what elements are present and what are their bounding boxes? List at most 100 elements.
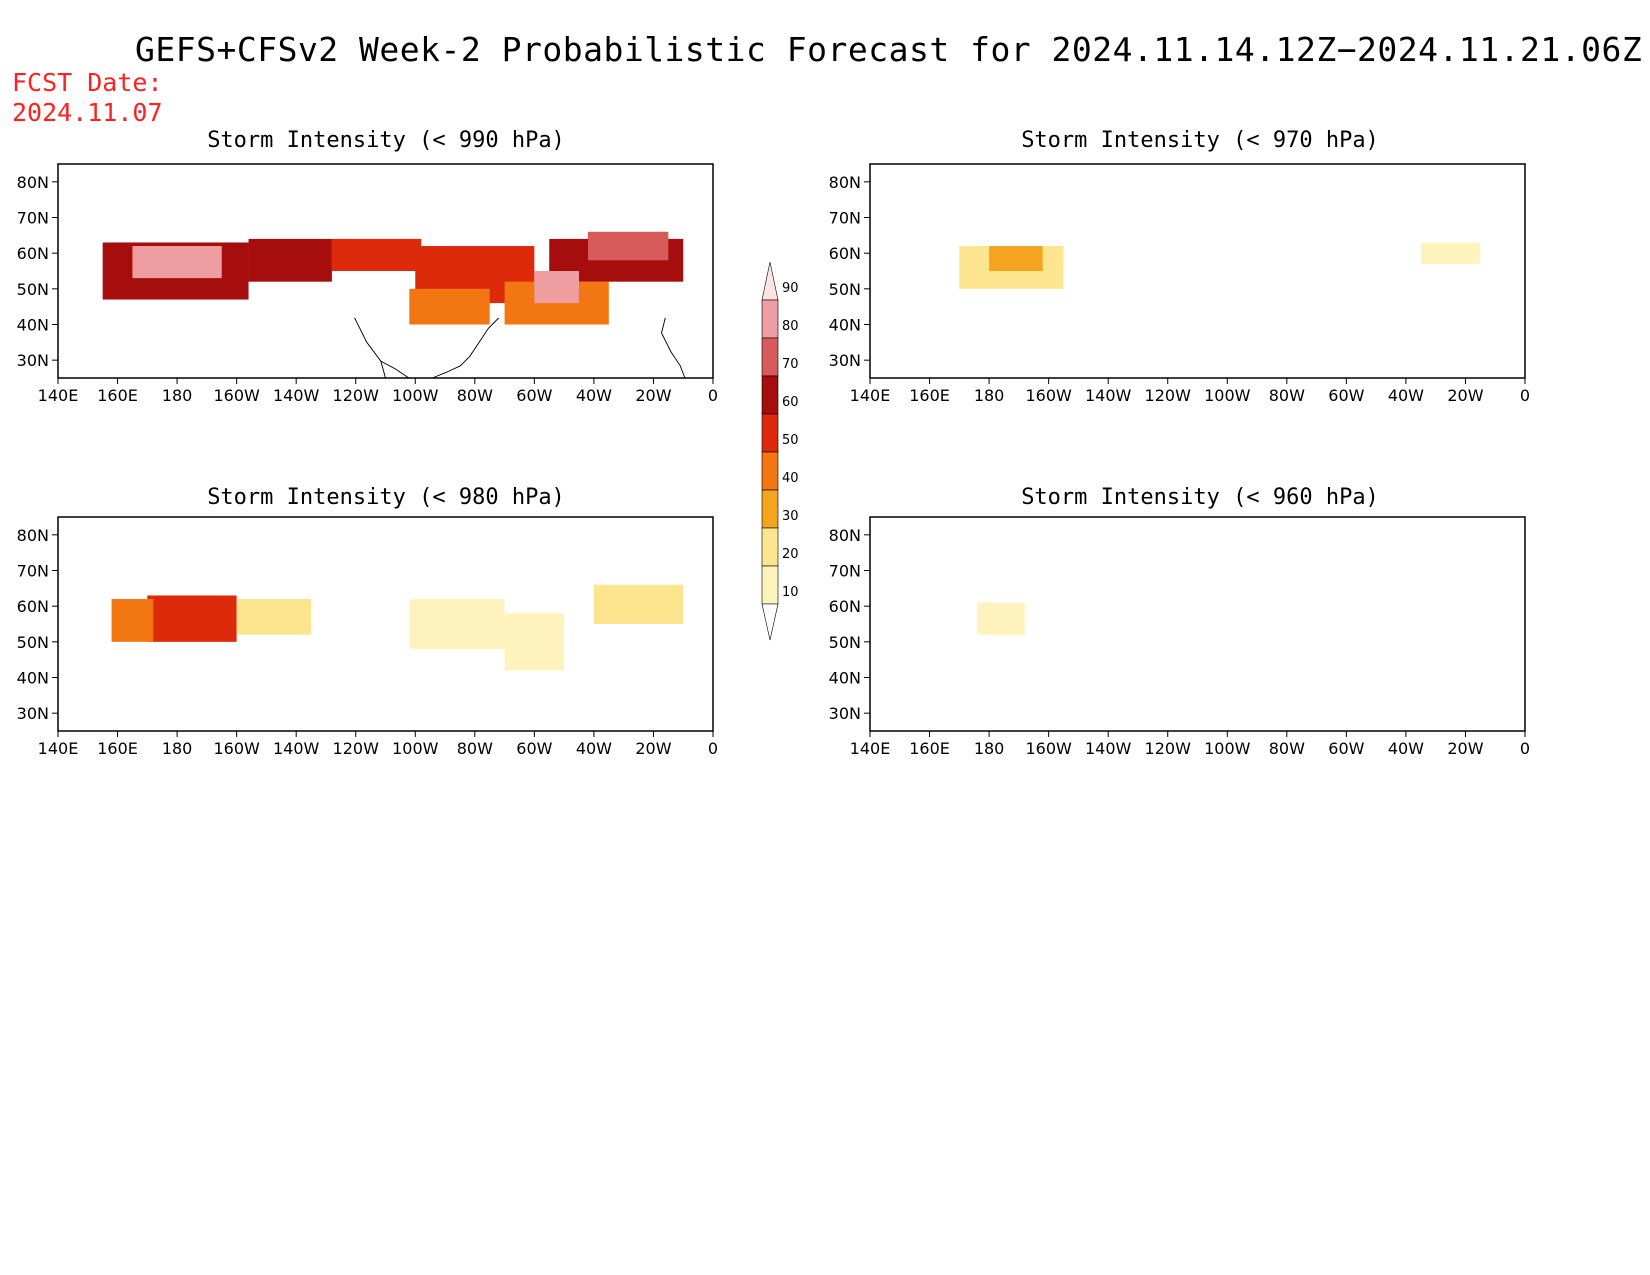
- x-tick-label: 0: [1520, 739, 1530, 758]
- x-tick-label: 120W: [333, 739, 380, 758]
- x-tick-label: 0: [708, 739, 718, 758]
- probability-field: [959, 242, 1481, 289]
- x-tick-label: 120W: [333, 386, 380, 405]
- x-tick-label: 160E: [97, 386, 138, 405]
- probability-cell: [587, 231, 669, 261]
- y-tick-label: 80N: [17, 173, 49, 192]
- probability-cell: [549, 238, 684, 282]
- y-tick-label: 50N: [829, 280, 861, 299]
- probability-cell: [132, 246, 222, 279]
- map-frame: [869, 163, 1526, 379]
- y-tick-label: 50N: [17, 280, 49, 299]
- fcst-date-label: FCST Date:: [12, 68, 163, 97]
- colorbar-segment: [761, 489, 779, 529]
- probability-cell: [593, 584, 684, 624]
- probability-cell: [534, 271, 580, 304]
- x-tick-label: 40W: [576, 739, 612, 758]
- x-tick-label: 180: [974, 386, 1005, 405]
- x-tick-label: 160W: [1025, 739, 1072, 758]
- probability-cell: [111, 599, 154, 642]
- probability-cell: [331, 238, 422, 271]
- coastline: [112, 317, 693, 379]
- x-tick-label: 160W: [213, 739, 260, 758]
- colorbar-label: 30: [782, 509, 799, 524]
- x-tick-label: 160E: [97, 739, 138, 758]
- y-tick-label: 80N: [829, 173, 861, 192]
- y-tick-label: 60N: [829, 597, 861, 616]
- y-tick-label: 30N: [17, 351, 49, 370]
- map-frame: [57, 516, 714, 732]
- map-frame: [57, 163, 714, 379]
- probability-cell: [409, 599, 505, 649]
- y-tick-label: 30N: [17, 704, 49, 723]
- y-tick-label: 70N: [829, 209, 861, 228]
- x-tick-label: 100W: [392, 386, 439, 405]
- x-tick-label: 140E: [38, 386, 79, 405]
- y-tick-label: 40N: [829, 316, 861, 335]
- y-tick-label: 40N: [17, 669, 49, 688]
- x-tick-label: 60W: [1328, 386, 1364, 405]
- colorbar-segment: [761, 413, 779, 453]
- probability-cell: [504, 281, 609, 325]
- x-tick-label: 140W: [273, 386, 320, 405]
- x-tick-label: 140W: [273, 739, 320, 758]
- y-tick-label: 30N: [829, 351, 861, 370]
- colorbar: 10 20 30 40 50 60 70 80 90: [761, 261, 799, 641]
- map-panel-970: 140E 160E 180 160W 140W 120W 100W 80W 60W 40W 20W 0…: [829, 163, 1530, 405]
- x-tick-label: 0: [1520, 386, 1530, 405]
- x-tick-label: 40W: [1388, 739, 1424, 758]
- x-tick-label: 160E: [909, 739, 950, 758]
- probability-cell: [409, 288, 490, 325]
- x-tick-label: 160E: [909, 386, 950, 405]
- y-tick-label: 80N: [17, 526, 49, 545]
- map-panel-960: 140E 160E 180 160W 140W 120W 100W 80W 60W 40W 20W 0…: [829, 516, 1530, 758]
- x-tick-label: 20W: [635, 386, 671, 405]
- colorbar-segment: [761, 299, 779, 339]
- colorbar-label: 70: [782, 357, 799, 372]
- fcst-date-block: FCST Date: 2024.11.07: [12, 68, 163, 128]
- map-frame: [869, 516, 1526, 732]
- probability-cell: [977, 602, 1025, 635]
- y-tick-label: 70N: [17, 562, 49, 581]
- map-panel-980: 140E 160E 180 160W 140W 120W 100W 80W 60W 40W 20W 0…: [17, 516, 718, 758]
- x-tick-label: 60W: [1328, 739, 1364, 758]
- x-tick-label: 120W: [1145, 739, 1192, 758]
- x-tick-label: 140E: [850, 386, 891, 405]
- x-tick-label: 80W: [1269, 386, 1305, 405]
- y-tick-label: 70N: [17, 209, 49, 228]
- x-tick-label: 180: [162, 739, 193, 758]
- x-tick-label: 180: [974, 739, 1005, 758]
- x-tick-label: 160W: [1025, 386, 1072, 405]
- y-tick-label: 60N: [17, 597, 49, 616]
- x-tick-label: 40W: [1388, 386, 1424, 405]
- colorbar-label: 90: [782, 281, 799, 296]
- colorbar-label: 20: [782, 547, 799, 562]
- probability-field: [977, 602, 1025, 635]
- main-title: GEFS+CFSv2 Week-2 Probabilistic Forecast…: [135, 30, 1643, 69]
- x-tick-label: 80W: [457, 739, 493, 758]
- panel-title-990: Storm Intensity (< 990 hPa): [207, 128, 565, 153]
- colorbar-label: 40: [782, 471, 799, 486]
- colorbar-label: 50: [782, 433, 799, 448]
- colorbar-label: 10: [782, 585, 799, 600]
- colorbar-label: 60: [782, 395, 799, 410]
- x-tick-label: 60W: [516, 386, 552, 405]
- probability-cell: [102, 242, 249, 300]
- colorbar-segment: [761, 565, 779, 605]
- y-tick-label: 30N: [829, 704, 861, 723]
- y-tick-label: 50N: [829, 633, 861, 652]
- x-tick-label: 140W: [1085, 386, 1132, 405]
- probability-field: [102, 231, 684, 325]
- colorbar-segment: [761, 337, 779, 377]
- x-tick-label: 140W: [1085, 739, 1132, 758]
- x-tick-label: 20W: [1447, 386, 1483, 405]
- probability-cell: [248, 238, 332, 282]
- probability-cell: [989, 246, 1043, 271]
- x-tick-label: 80W: [1269, 739, 1305, 758]
- x-tick-label: 120W: [1145, 386, 1192, 405]
- probability-cell: [1420, 242, 1481, 264]
- colorbar-tail: [761, 603, 779, 641]
- colorbar-segment: [761, 261, 779, 301]
- colorbar-segment: [761, 451, 779, 491]
